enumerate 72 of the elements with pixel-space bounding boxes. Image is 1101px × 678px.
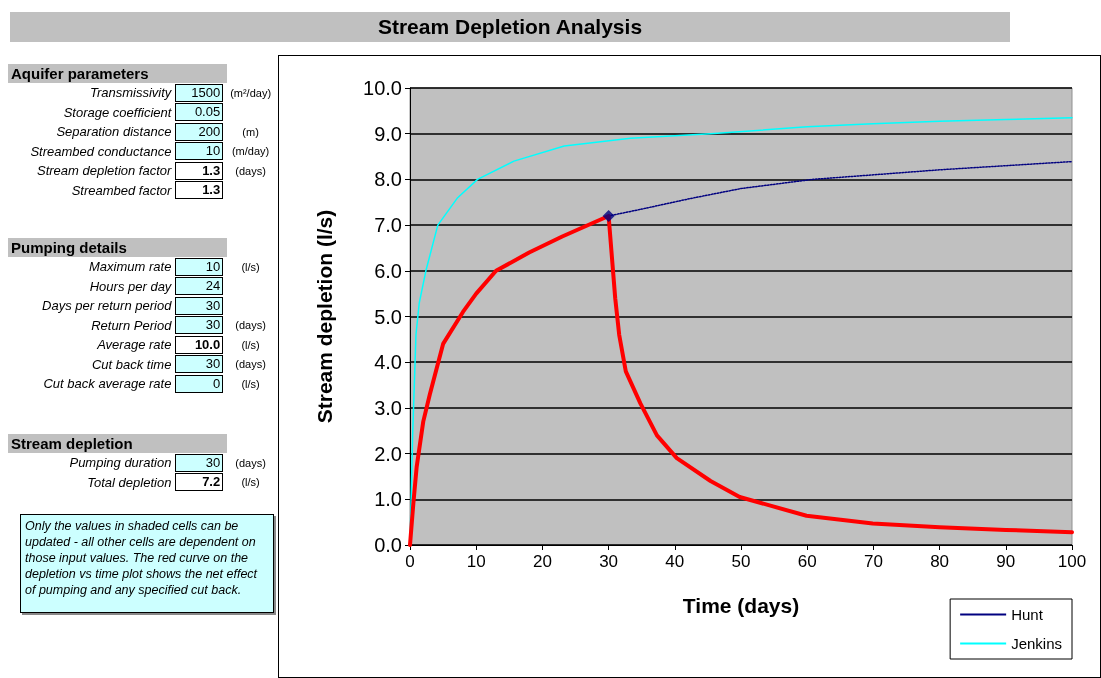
x-tick-label: 100 [1057, 552, 1087, 571]
data-label: 24 [175, 277, 224, 296]
data-label: 1500 [175, 83, 224, 102]
category-label: Maximum rate [88, 259, 173, 275]
data-label: 1.3 [175, 161, 224, 180]
chart-title: Stream Depletion Analysis [10, 12, 1010, 42]
category-label: Average rate [96, 337, 173, 353]
data-label: (l/s) [240, 338, 261, 351]
category-label: Transmissivity [89, 85, 173, 101]
data-label: 30 [175, 453, 224, 472]
y-tick-label: 6.0 [374, 259, 402, 282]
y-tick-label: 2.0 [374, 442, 402, 465]
y-tick-label: 3.0 [374, 396, 402, 419]
y-tick-label: 9.0 [374, 122, 402, 145]
data-label: (m) [241, 125, 260, 138]
category-label: Pumping duration [68, 455, 173, 471]
data-label: (days) [234, 319, 267, 332]
category-label: Hours per day [88, 278, 173, 294]
data-label: 30 [175, 296, 224, 315]
data-label: 1.3 [175, 181, 224, 200]
y-tick-label: 10.0 [363, 77, 402, 99]
y-tick-label: 8.0 [374, 168, 402, 191]
x-axis-title: Time (days) [682, 594, 800, 617]
category-label: Streambed conductance [29, 143, 173, 159]
y-tick-label: 5.0 [374, 305, 402, 328]
data-label: 0 [175, 374, 224, 393]
data-label: (m/day) [230, 145, 271, 158]
data-label: (l/s) [240, 377, 261, 390]
category-label: Stream depletion factor [35, 163, 173, 179]
text: Stream depletion [8, 434, 227, 453]
x-tick-label: 70 [863, 552, 883, 571]
data-label: 10.0 [175, 335, 224, 354]
data-label: (days) [234, 358, 267, 371]
x-tick-label: 20 [532, 552, 552, 571]
x-tick-label: 50 [731, 552, 751, 571]
y-tick-label: 4.0 [374, 351, 402, 374]
text: Aquifer parameters [8, 64, 227, 83]
text: Only the values in shaded cells can be updated - all other cells are dependent on those input values. The red curve on the depletion vs time plot shows the net effect of pumping and any specified cut back. [20, 514, 274, 613]
legend-label: Jenkins [1011, 635, 1062, 652]
data-label: 10 [175, 142, 224, 161]
data-label: 30 [175, 355, 224, 374]
x-tick-label: 0 [405, 552, 415, 571]
x-tick-label: 80 [930, 552, 950, 571]
data-label: 10 [175, 257, 224, 276]
category-label: Total depletion [86, 474, 173, 490]
y-tick-label: 7.0 [374, 214, 402, 237]
data-label: 0.05 [175, 103, 224, 122]
x-tick-label: 40 [665, 552, 685, 571]
x-tick-label: 30 [599, 552, 619, 571]
category-label: Separation distance [55, 124, 173, 140]
y-tick-label: 0.0 [374, 534, 402, 556]
text: Pumping details [8, 238, 227, 257]
data-label: 200 [175, 122, 224, 141]
category-label: Cut back average rate [42, 376, 173, 392]
legend-label: Hunt [1011, 606, 1044, 623]
category-label: Storage coefficient [62, 104, 173, 120]
data-label: (m²/day) [229, 86, 273, 99]
data-label: (days) [234, 456, 267, 469]
category-label: Cut back time [90, 356, 173, 372]
x-tick-label: 90 [996, 552, 1016, 571]
category-label: Streambed factor [70, 182, 173, 198]
category-label: Days per return period [41, 298, 173, 314]
data-label: 7.2 [175, 473, 224, 492]
data-label: 30 [175, 316, 224, 335]
x-tick-label: 10 [466, 552, 486, 571]
category-label: Return Period [90, 317, 173, 333]
y-axis-title: Stream depletion (l/s) [313, 209, 336, 424]
data-label: (days) [234, 164, 267, 177]
x-tick-label: 60 [797, 552, 817, 571]
data-label: (l/s) [240, 260, 261, 273]
y-tick-label: 1.0 [374, 488, 402, 511]
data-label: (l/s) [240, 476, 261, 489]
